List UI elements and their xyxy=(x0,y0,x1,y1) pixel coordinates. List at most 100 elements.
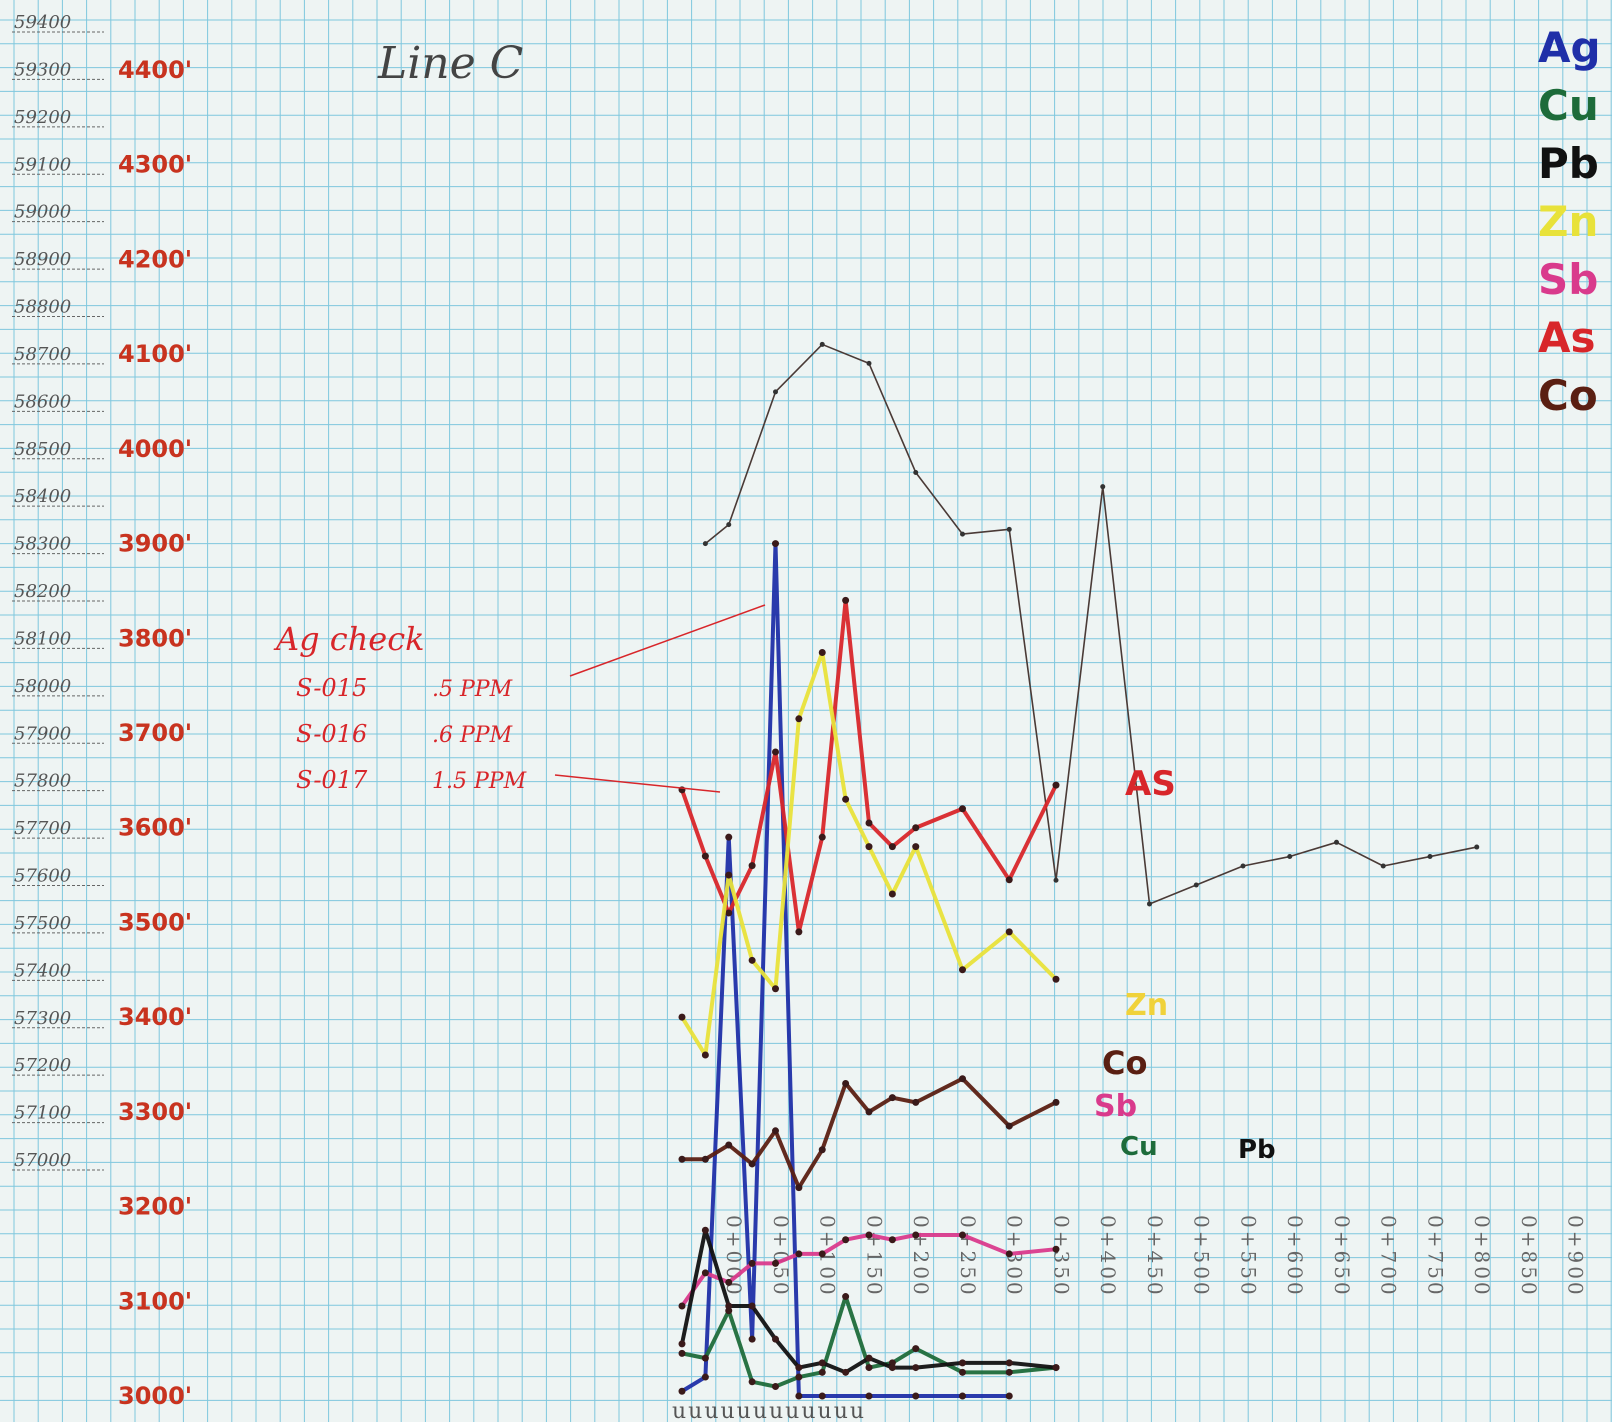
elevation-axis: 4400' 4300' 4200' 4100' 4000' 3900' 3800' 3700'… xyxy=(118,56,192,1410)
data-point-Cu xyxy=(959,1368,966,1376)
end-label-zn: Zn xyxy=(1125,988,1168,1023)
northing-tick-label: 59400 xyxy=(14,12,71,33)
data-point-Ag xyxy=(748,1335,756,1343)
data-point-Co xyxy=(1052,1098,1060,1106)
data-point-Co xyxy=(772,1127,779,1135)
elevation-tick-label: 4400' xyxy=(118,56,192,84)
elevation-tick-label: 3700' xyxy=(118,719,192,747)
data-point-Pb xyxy=(959,1359,966,1367)
data-point-Pb xyxy=(1005,1359,1013,1367)
northing-tick-label: 58800 xyxy=(14,297,71,318)
data-point-Cu xyxy=(865,1364,873,1372)
data-point-Zn xyxy=(818,648,826,656)
data-point-Sb xyxy=(888,1236,896,1244)
northing-tick-label: 58900 xyxy=(14,249,71,270)
data-point-As xyxy=(912,824,920,832)
northing-tick-label: 59100 xyxy=(14,154,71,175)
data-point-As xyxy=(1005,876,1013,884)
data-point-Co xyxy=(959,1075,966,1083)
data-point-Co xyxy=(818,1146,826,1154)
data-point-Pb xyxy=(1052,1364,1060,1372)
station-tick-label: 0+500 xyxy=(1190,1215,1214,1298)
footer-marks: uuuuuuuuuuuu xyxy=(672,1399,866,1422)
data-point-Sb xyxy=(701,1269,709,1277)
data-point-Sb xyxy=(818,1250,826,1258)
data-point-Pb xyxy=(701,1226,709,1234)
data-point-Zn xyxy=(842,795,850,803)
data-point-Cu xyxy=(678,1349,686,1357)
data-point-Sb xyxy=(865,1231,873,1239)
data-point-Zn xyxy=(748,956,756,964)
annotation-sample: S-015 xyxy=(296,674,367,702)
data-point-Sb xyxy=(772,1259,779,1267)
station-tick-label: 0+600 xyxy=(1283,1215,1307,1298)
station-tick-label: 0+850 xyxy=(1517,1215,1541,1298)
data-point-Zn xyxy=(959,966,966,974)
data-point-Zn xyxy=(1005,928,1013,936)
station-tick-label: 0+800 xyxy=(1470,1215,1494,1298)
data-point-profile xyxy=(1474,844,1480,850)
station-tick-label: 0+350 xyxy=(1049,1215,1073,1298)
data-point-profile xyxy=(773,389,778,395)
legend-entry-as: As xyxy=(1538,313,1596,362)
data-point-Zn xyxy=(678,1013,686,1021)
data-point-Sb xyxy=(678,1302,686,1310)
data-point-Co xyxy=(748,1160,756,1168)
chart-title: Line C xyxy=(377,38,523,89)
elevation-tick-label: 3900' xyxy=(118,530,192,558)
end-label-pb: Pb xyxy=(1238,1135,1276,1165)
data-point-Ag xyxy=(912,1392,920,1400)
data-point-Cu xyxy=(795,1373,803,1381)
data-point-profile xyxy=(819,341,825,347)
station-tick-label: 0+150 xyxy=(862,1215,886,1298)
data-point-Zn xyxy=(772,985,779,993)
data-point-Cu xyxy=(772,1383,779,1391)
end-label-co: Co xyxy=(1102,1044,1147,1082)
northing-tick-label: 57100 xyxy=(14,1103,71,1124)
ag-check-annotation: Ag check S-015 .5 PPM S-016 .6 PPM S-017 1.5 P… xyxy=(273,604,766,794)
data-point-Co xyxy=(912,1098,920,1106)
data-point-profile xyxy=(1006,526,1012,532)
data-point-Zn xyxy=(1052,975,1060,983)
data-point-Ag xyxy=(678,1387,686,1395)
station-tick-label: 0+000 xyxy=(722,1215,746,1298)
northing-tick-label: 58100 xyxy=(14,628,71,649)
data-point-Pb xyxy=(795,1364,803,1372)
data-point-profile xyxy=(960,531,965,537)
annotation-value: 1.5 PPM xyxy=(432,769,527,794)
northing-tick-label: 57500 xyxy=(14,913,71,934)
northing-tick-label: 57700 xyxy=(14,818,71,839)
data-point-Sb xyxy=(725,1278,733,1286)
data-point-Ag xyxy=(818,1392,826,1400)
northing-tick-label: 58600 xyxy=(14,391,71,412)
northing-tick-label: 57200 xyxy=(14,1055,71,1076)
data-point-profile xyxy=(1100,484,1106,490)
data-point-Sb xyxy=(842,1236,850,1244)
elevation-tick-label: 3000' xyxy=(118,1382,192,1410)
station-tick-label: 0+450 xyxy=(1143,1215,1167,1298)
data-point-profile xyxy=(1380,863,1386,869)
data-point-profile xyxy=(1193,882,1199,888)
data-point-profile xyxy=(1053,877,1059,883)
data-point-profile xyxy=(726,522,732,528)
legend-entry-co: Co xyxy=(1538,371,1598,420)
elevation-tick-label: 3300' xyxy=(118,1098,192,1126)
legend: Ag Cu Pb Zn Sb As Co xyxy=(1538,23,1601,420)
series-line-profile xyxy=(704,343,1478,905)
data-point-As xyxy=(818,833,826,841)
data-point-Pb xyxy=(865,1354,873,1362)
station-tick-label: 0+900 xyxy=(1564,1215,1588,1298)
station-tick-label: 0+550 xyxy=(1236,1215,1260,1298)
station-tick-label: 0+650 xyxy=(1330,1215,1354,1298)
annotation-sample: S-016 xyxy=(296,720,367,748)
data-point-Pb xyxy=(818,1359,826,1367)
northing-tick-label: 58300 xyxy=(14,534,71,555)
station-tick-label: 0+250 xyxy=(956,1215,980,1298)
data-point-Co xyxy=(1005,1122,1013,1130)
data-point-Zn xyxy=(701,1051,709,1059)
data-point-As xyxy=(748,862,756,870)
data-series xyxy=(678,341,1480,1400)
station-tick-label: 0+750 xyxy=(1423,1215,1447,1298)
